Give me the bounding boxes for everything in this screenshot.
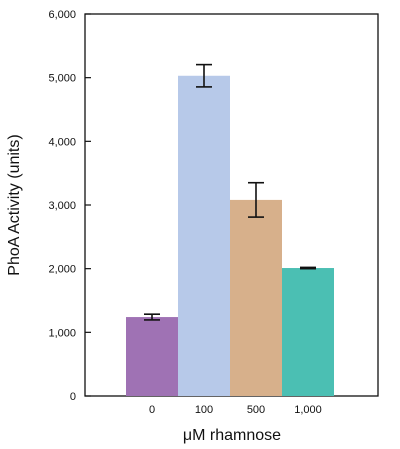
bar-2	[230, 199, 282, 396]
error-bar-0	[144, 313, 160, 321]
error-bar-1	[196, 63, 212, 88]
x-tick-label-3: 1,000	[294, 404, 322, 416]
error-bar-2	[248, 181, 264, 218]
x-axis-title: μM rhamnose	[183, 427, 281, 444]
error-bar-3	[300, 266, 316, 270]
bar-1	[178, 75, 230, 397]
y-axis-ticks: 0 1,000 2,000 3,000 4,000 5,000 6,000	[48, 9, 91, 403]
y-tick-label-4: 4,000	[48, 136, 76, 148]
y-tick-label-0: 0	[70, 391, 76, 403]
x-tick-label-1: 100	[195, 404, 213, 416]
x-tick-label-0: 0	[149, 404, 155, 416]
y-tick-label-3: 3,000	[48, 200, 76, 212]
y-tick-label-6: 6,000	[48, 9, 76, 21]
y-tick-label-1: 1,000	[48, 327, 76, 339]
x-tick-label-2: 500	[247, 404, 265, 416]
bar-3	[282, 268, 334, 396]
y-tick-label-5: 5,000	[48, 73, 76, 85]
bar-0	[126, 317, 178, 396]
error-bars-layer	[144, 63, 316, 321]
x-axis-ticks: 0 100 500 1,000	[149, 404, 322, 416]
y-axis-title: PhoA Activity (units)	[6, 134, 23, 275]
bars-layer	[126, 75, 334, 397]
y-tick-label-2: 2,000	[48, 264, 76, 276]
